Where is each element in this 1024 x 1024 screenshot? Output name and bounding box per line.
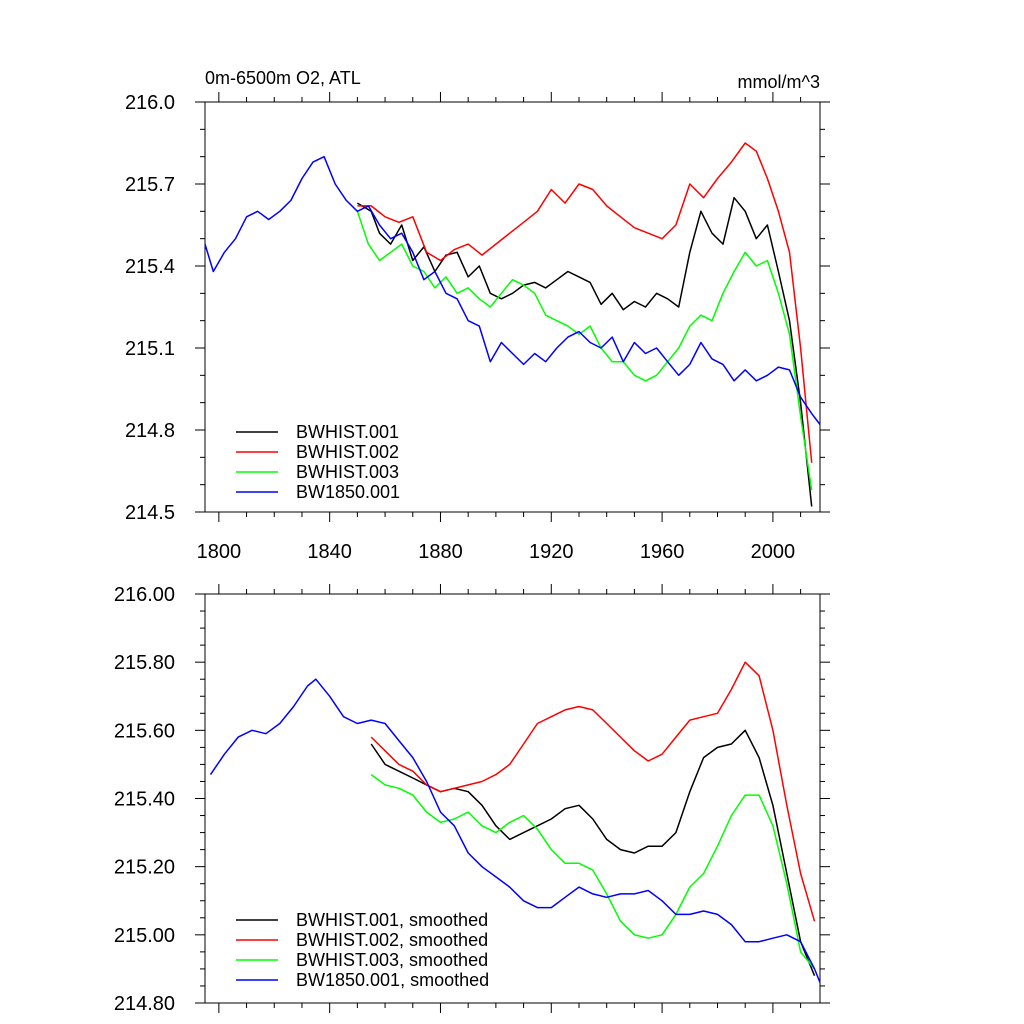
- chart-title: 0m-6500m O2, ATL: [205, 68, 361, 88]
- series-line: [370, 661, 816, 922]
- y-tick-label: 214.5: [125, 502, 175, 524]
- series-line: [370, 773, 816, 970]
- top-panel: 1800 1840 1880 1920 1960 2000 214.5 214.8 215.1 2…: [125, 68, 830, 563]
- y-tick-label: 216.0: [125, 92, 175, 114]
- legend-label: BWHIST.003: [296, 462, 399, 482]
- y-tick-label: 215.20: [114, 857, 175, 879]
- units-label: mmol/m^3: [738, 72, 820, 92]
- bottom-panel: 214.80 215.00 215.20 215.40 215.60 215.80 216.…: [114, 584, 830, 1015]
- x-tick-label: 2000: [751, 541, 796, 563]
- y-tick-label: 215.1: [125, 338, 175, 360]
- legend-label: BWHIST.002: [296, 442, 399, 462]
- x-tick-label: 1920: [529, 541, 574, 563]
- legend-label: BW1850.001: [296, 482, 400, 502]
- legend-label: BWHIST.002, smoothed: [296, 930, 488, 950]
- y-tick-label: 215.00: [114, 925, 175, 947]
- y-tick-label: 215.60: [114, 720, 175, 742]
- y-tick-label: 216.00: [114, 584, 175, 606]
- y-tick-label: 215.40: [114, 789, 175, 811]
- legend-label: BWHIST.001, smoothed: [296, 910, 488, 930]
- x-tick-label: 1840: [307, 541, 352, 563]
- legend-label: BWHIST.001: [296, 422, 399, 442]
- legend-label: BWHIST.003, smoothed: [296, 950, 488, 970]
- y-tick-label: 215.7: [125, 174, 175, 196]
- series-line: [357, 196, 813, 507]
- legend-label: BW1850.001, smoothed: [296, 970, 489, 990]
- plot-frame: [204, 101, 821, 513]
- x-tick-label: 1800: [197, 541, 242, 563]
- series-line: [356, 211, 813, 491]
- x-tick-label: 1960: [640, 541, 685, 563]
- series-line: [204, 155, 821, 425]
- x-tick-label: 1880: [418, 541, 463, 563]
- y-tick-label: 214.8: [125, 420, 175, 442]
- y-tick-label: 215.80: [114, 652, 175, 674]
- y-tick-label: 214.80: [114, 993, 175, 1015]
- series-line: [357, 142, 813, 463]
- y-tick-label: 215.4: [125, 256, 175, 278]
- series-line: [209, 678, 821, 983]
